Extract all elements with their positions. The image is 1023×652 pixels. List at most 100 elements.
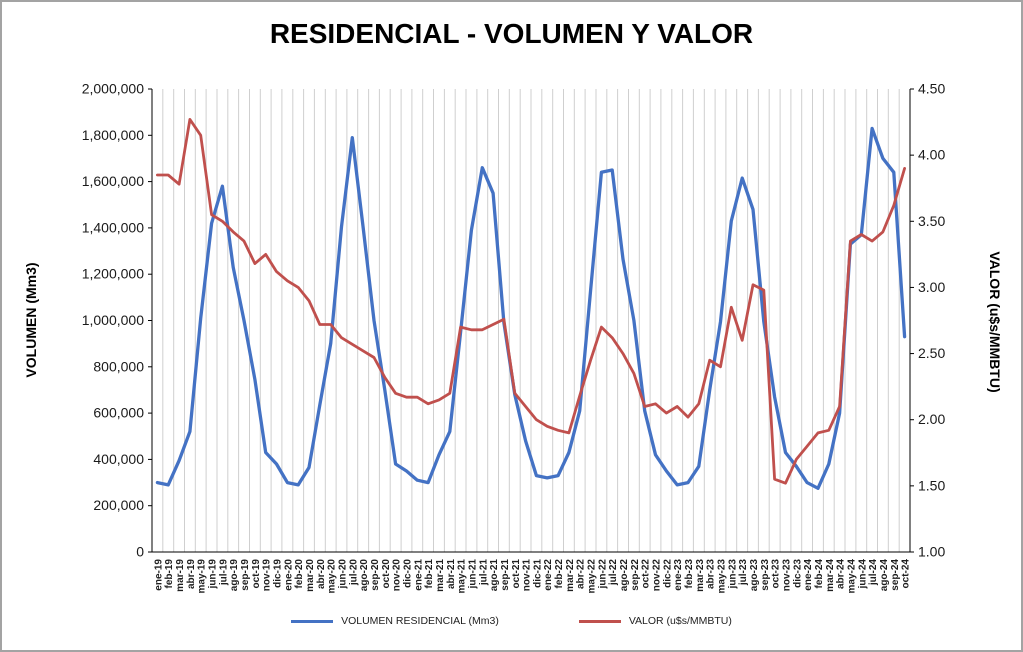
right-tick-label: 3.50 <box>918 213 945 229</box>
x-tick-label: ene-21 <box>413 559 424 591</box>
left-tick-label: 800,000 <box>93 358 144 374</box>
x-tick-label: nov-21 <box>522 559 533 592</box>
x-axis-tick-labels: ene-19 feb-19 mar-19 abr-19 may-19 jun-19 jul-… <box>153 559 911 594</box>
left-tick-label: 1,600,000 <box>82 173 144 189</box>
left-axis-tick-labels: 0 200,000 400,000 600,000 800,000 1,000,000 1,… <box>82 81 145 560</box>
x-tick-label: sep-22 <box>630 559 641 591</box>
x-tick-label: feb-23 <box>684 559 695 589</box>
x-tick-label: oct-24 <box>901 559 912 589</box>
x-tick-label: abr-21 <box>446 559 457 589</box>
volume-line-swatch <box>291 619 334 623</box>
chart-title: RESIDENCIAL - VOLUMEN Y VALOR <box>269 18 754 49</box>
x-tick-label: sep-24 <box>890 559 901 591</box>
x-tick-label: ago-22 <box>619 559 630 592</box>
x-tick-label: oct-20 <box>381 559 392 589</box>
x-tick-label: ago-20 <box>359 559 370 592</box>
x-tick-label: sep-21 <box>500 559 511 591</box>
x-tick-label: mar-20 <box>305 559 316 592</box>
x-tick-label: nov-22 <box>652 559 663 592</box>
x-tick-label: jul-23 <box>738 559 749 587</box>
legend-item-valor: VALOR (u$s/MMBTU) <box>578 615 732 627</box>
x-tick-label: oct-22 <box>641 559 652 589</box>
x-tick-label: dic-21 <box>532 559 543 588</box>
volume-series-line <box>155 126 907 490</box>
x-tick-label: ago-23 <box>749 559 760 592</box>
x-tick-label: sep-20 <box>370 559 381 591</box>
right-tick-label: 3.00 <box>918 279 945 295</box>
x-tick-label: feb-22 <box>554 559 565 589</box>
x-tick-label: mar-21 <box>435 559 446 592</box>
valor-line-swatch <box>578 619 621 623</box>
x-tick-label: abr-19 <box>186 559 197 589</box>
x-tick-label: ago-19 <box>229 559 240 592</box>
x-tick-label: mar-19 <box>175 559 186 592</box>
x-tick-label: ene-20 <box>283 559 294 591</box>
x-tick-label: ene-19 <box>153 559 164 591</box>
left-tick-label: 1,800,000 <box>82 127 144 143</box>
x-tick-label: may-21 <box>457 559 468 594</box>
x-tick-label: dic-22 <box>662 559 673 588</box>
right-tick-label: 4.50 <box>918 81 945 97</box>
left-tick-label: 1,000,000 <box>82 312 144 328</box>
x-tick-label: jul-21 <box>478 559 489 587</box>
x-tick-label: may-22 <box>587 559 598 594</box>
right-axis-tick-labels: 1.00 1.50 2.00 2.50 3.00 3.50 4.00 4.50 <box>918 81 945 560</box>
left-tick-label: 1,200,000 <box>82 266 144 282</box>
x-tick-label: sep-19 <box>240 559 251 591</box>
x-tick-label: mar-22 <box>565 559 576 592</box>
x-tick-label: sep-23 <box>760 559 771 591</box>
y-axis-title-right: VALOR (u$s/MMBTU) <box>987 251 1003 392</box>
x-tick-label: jun-24 <box>857 559 868 590</box>
left-tick-label: 2,000,000 <box>82 81 144 97</box>
x-tick-label: ago-21 <box>489 559 500 592</box>
x-tick-label: feb-21 <box>424 559 435 589</box>
legend-label-volume: VOLUMEN RESIDENCIAL (Mm3) <box>341 615 499 627</box>
x-tick-label: ago-24 <box>879 559 890 592</box>
x-tick-label: jul-20 <box>348 559 359 587</box>
x-tick-label: feb-19 <box>164 559 175 589</box>
x-tick-label: jul-24 <box>868 559 879 587</box>
x-tick-label: jun-20 <box>338 559 349 590</box>
x-tick-label: oct-21 <box>511 559 522 589</box>
x-tick-label: ene-22 <box>543 559 554 591</box>
x-tick-label: jun-19 <box>208 559 219 590</box>
x-tick-label: ene-24 <box>803 559 814 591</box>
x-tick-label: may-24 <box>846 559 857 594</box>
right-tick-label: 1.00 <box>918 544 945 560</box>
generated-plot: 0 200,000 400,000 600,000 800,000 1,000,000 1,… <box>82 81 946 594</box>
x-tick-label: oct-19 <box>251 559 262 589</box>
x-tick-label: nov-19 <box>262 559 273 592</box>
x-tick-label: abr-22 <box>576 559 587 589</box>
x-tick-label: feb-24 <box>814 559 825 589</box>
x-tick-label: may-20 <box>327 559 338 594</box>
right-tick-label: 2.00 <box>918 411 945 427</box>
x-tick-label: jun-23 <box>727 559 738 590</box>
x-tick-label: jul-19 <box>218 559 229 587</box>
left-tick-label: 1,400,000 <box>82 219 144 235</box>
right-axis-ticks <box>910 88 914 553</box>
y-axis-title-left: VOLUMEN (Mm3) <box>23 262 39 377</box>
x-tick-label: oct-23 <box>771 559 782 589</box>
x-tick-label: mar-24 <box>825 559 836 592</box>
x-tick-label: abr-20 <box>316 559 327 589</box>
x-tick-label: abr-24 <box>836 559 847 589</box>
valor-series-line <box>155 118 906 485</box>
x-tick-label: dic-20 <box>402 559 413 588</box>
left-tick-label: 200,000 <box>93 497 144 513</box>
right-tick-label: 1.50 <box>918 477 945 493</box>
left-axis-ticks <box>148 88 152 553</box>
x-tick-label: nov-20 <box>392 559 403 592</box>
x-tick-label: mar-23 <box>695 559 706 592</box>
left-tick-label: 600,000 <box>93 405 144 421</box>
left-tick-label: 0 <box>136 544 144 560</box>
legend-label-valor: VALOR (u$s/MMBTU) <box>628 615 732 627</box>
legend-item-volume: VOLUMEN RESIDENCIAL (Mm3) <box>291 615 499 627</box>
x-tick-label: dic-23 <box>792 559 803 588</box>
x-tick-label: jun-22 <box>597 559 608 590</box>
x-gridlines <box>162 89 900 552</box>
x-tick-label: may-19 <box>197 559 208 594</box>
x-tick-label: dic-19 <box>273 559 284 588</box>
left-tick-label: 400,000 <box>93 451 144 467</box>
